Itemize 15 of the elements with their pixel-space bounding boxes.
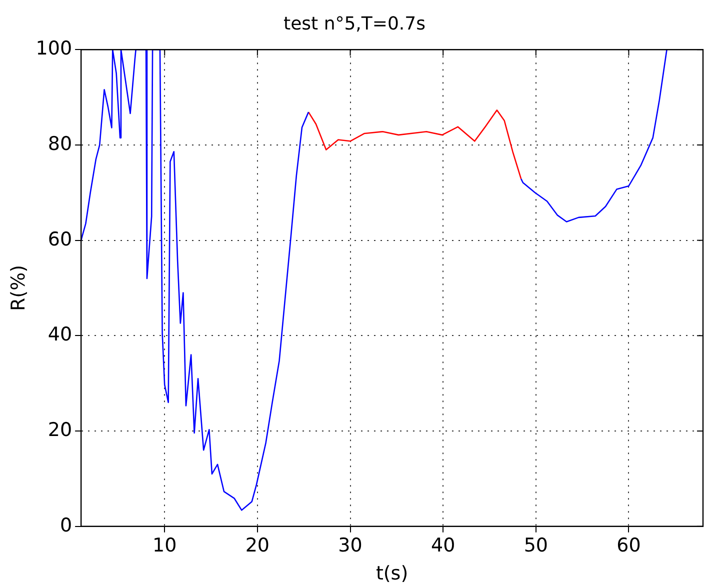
x-axis-title: t(s): [376, 562, 408, 585]
x-tick-label: 40: [430, 534, 456, 557]
y-tick-label: 60: [48, 228, 72, 250]
chart-title: test n°5,T=0.7s: [284, 13, 426, 34]
y-tick-label: 100: [36, 38, 72, 60]
y-axis-title: R(%): [7, 264, 30, 312]
y-tick-label: 40: [48, 324, 72, 346]
x-tick-label: 10: [152, 534, 177, 557]
x-tick-label: 20: [245, 534, 270, 557]
y-tick-label: 20: [48, 418, 72, 441]
x-tick-label: 30: [338, 534, 362, 557]
y-tick-label: 80: [48, 132, 72, 155]
x-tick-label: 60: [616, 534, 641, 557]
x-tick-label: 50: [524, 534, 548, 557]
y-tick-label: 0: [60, 514, 72, 536]
